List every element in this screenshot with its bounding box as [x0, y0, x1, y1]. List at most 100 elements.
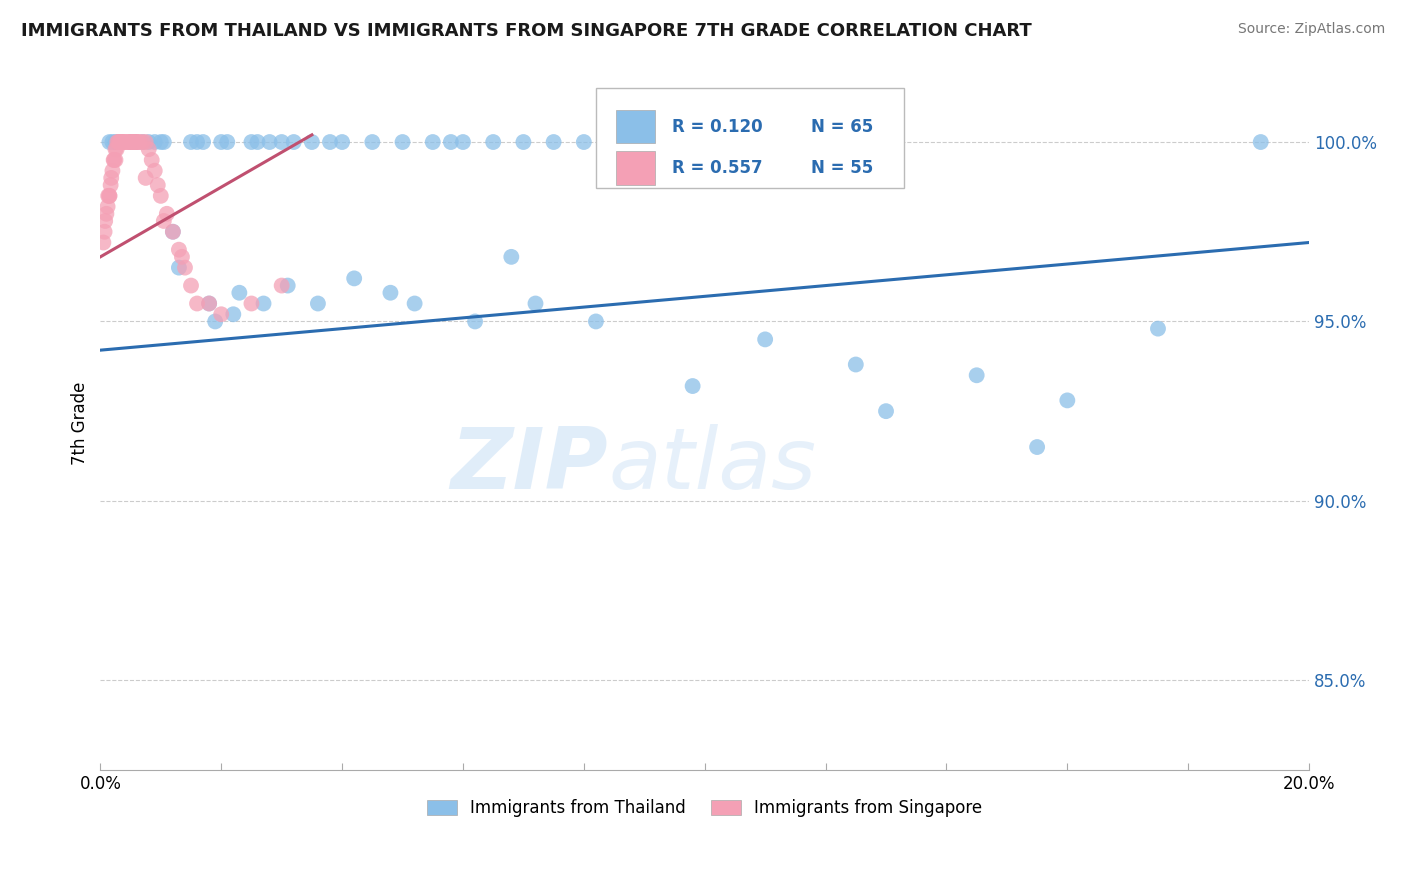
Point	[138, 135, 160, 149]
Point	[135, 170, 157, 185]
Point	[107, 135, 129, 149]
Text: N = 55: N = 55	[811, 159, 873, 177]
Point	[875, 404, 897, 418]
Point	[512, 135, 534, 149]
Point	[101, 163, 124, 178]
Point	[162, 225, 184, 239]
Point	[108, 135, 131, 149]
Point	[124, 135, 146, 149]
Point	[966, 368, 988, 383]
Point	[103, 153, 125, 167]
Point	[93, 225, 115, 239]
Point	[845, 358, 868, 372]
Point	[104, 135, 127, 149]
Point	[104, 153, 127, 167]
Point	[131, 135, 153, 149]
Point	[121, 135, 143, 149]
Point	[585, 314, 607, 328]
Point	[270, 278, 292, 293]
Point	[180, 278, 202, 293]
Point	[603, 135, 626, 149]
Point	[380, 285, 402, 300]
Point	[693, 135, 716, 149]
Point	[153, 214, 176, 228]
Point	[664, 135, 686, 149]
Point	[543, 135, 565, 149]
Point	[120, 135, 142, 149]
Point	[301, 135, 323, 149]
Point	[98, 189, 121, 203]
Point	[98, 189, 121, 203]
Point	[186, 296, 208, 310]
Point	[107, 135, 129, 149]
Point	[754, 332, 776, 346]
Point	[682, 379, 704, 393]
Point	[138, 142, 160, 156]
Point	[118, 135, 141, 149]
Point	[217, 135, 239, 149]
Point	[252, 296, 274, 310]
Text: R = 0.557: R = 0.557	[672, 159, 762, 177]
Point	[422, 135, 444, 149]
Point	[633, 135, 655, 149]
Point	[330, 135, 353, 149]
Point	[153, 135, 176, 149]
Point	[97, 200, 120, 214]
Point	[100, 170, 122, 185]
Point	[146, 178, 169, 193]
Text: ZIP: ZIP	[450, 424, 607, 507]
Point	[209, 307, 232, 321]
Point	[1026, 440, 1049, 454]
Point	[464, 314, 486, 328]
Point	[131, 135, 153, 149]
Point	[122, 135, 145, 149]
Point	[180, 135, 202, 149]
Point	[110, 135, 132, 149]
Point	[186, 135, 208, 149]
Bar	[616, 152, 655, 185]
Point	[391, 135, 413, 149]
Text: N = 65: N = 65	[811, 118, 873, 136]
Point	[277, 278, 299, 293]
Point	[361, 135, 384, 149]
Point	[149, 135, 172, 149]
Text: Source: ZipAtlas.com: Source: ZipAtlas.com	[1237, 22, 1385, 37]
Legend: Immigrants from Thailand, Immigrants from Singapore: Immigrants from Thailand, Immigrants fro…	[420, 793, 990, 824]
Point	[110, 135, 132, 149]
Point	[97, 189, 120, 203]
Point	[482, 135, 505, 149]
Point	[209, 135, 232, 149]
Point	[98, 135, 121, 149]
Point	[198, 296, 221, 310]
Point	[174, 260, 197, 275]
Point	[167, 243, 190, 257]
Point	[198, 296, 221, 310]
Point	[135, 135, 157, 149]
Point	[114, 135, 136, 149]
Point	[170, 250, 193, 264]
Point	[191, 135, 214, 149]
Point	[114, 135, 136, 149]
Point	[103, 153, 125, 167]
FancyBboxPatch shape	[596, 87, 904, 188]
Point	[204, 314, 226, 328]
Point	[162, 225, 184, 239]
Point	[240, 296, 263, 310]
Point	[93, 235, 115, 250]
Point	[440, 135, 463, 149]
Point	[1147, 321, 1170, 335]
Point	[724, 135, 747, 149]
Point	[143, 135, 166, 149]
Point	[110, 135, 132, 149]
Point	[104, 142, 127, 156]
Point	[572, 135, 595, 149]
Point	[270, 135, 292, 149]
Point	[143, 163, 166, 178]
Point	[111, 135, 134, 149]
Text: R = 0.120: R = 0.120	[672, 118, 762, 136]
Point	[125, 135, 148, 149]
Point	[283, 135, 305, 149]
Point	[96, 207, 118, 221]
Bar	[616, 111, 655, 144]
Point	[94, 214, 117, 228]
